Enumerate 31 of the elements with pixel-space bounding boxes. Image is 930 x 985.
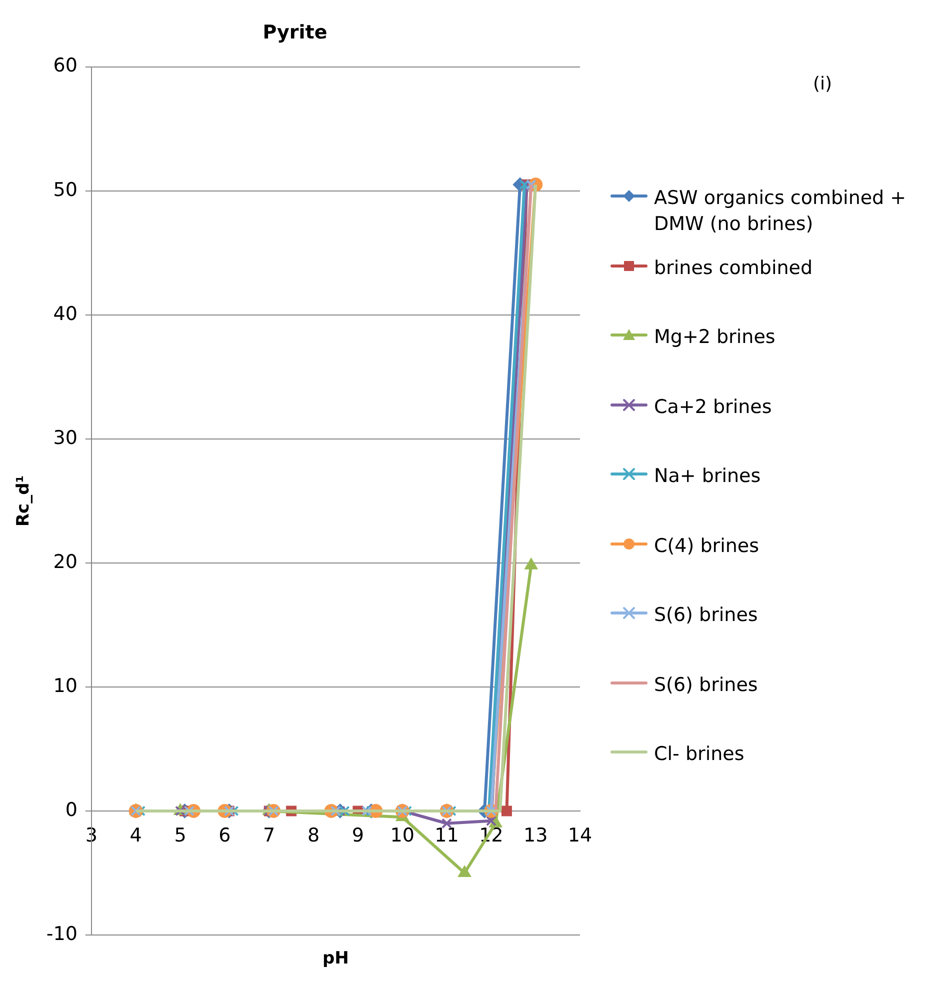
legend-label: Na+ brines [654,464,761,489]
x-tick-label: 11 [434,824,459,846]
x-tick-label: 9 [352,824,364,846]
x-tick-label: 13 [523,824,548,846]
legend-label: Mg+2 brines [654,325,776,350]
x-tick-label: 4 [130,824,142,846]
legend-label: Ca+2 brines [654,394,772,420]
x-tick-label: 14 [568,824,592,846]
y-tick-label: 60 [53,54,78,77]
y-tick-label: 50 [53,178,78,201]
y-tick-label: 30 [53,426,78,449]
y-tick-label: 10 [53,674,78,697]
text: (i) [812,73,832,94]
legend-label: S(6) brines [654,672,758,698]
x-tick-label: 7 [263,824,276,846]
y-tick-label: 20 [53,550,78,573]
legend-label: Cl- brines [654,742,744,767]
legend-label: S(6) brines [654,603,758,628]
x-tick-label: 8 [307,824,320,846]
legend-label: ASW organics combined + DMW (no brines) [654,186,908,237]
y-tick-label: 0 [65,798,78,821]
legend-label: C(4) brines [654,534,760,558]
chart-title: Pyrite [262,21,328,44]
x-tick-label: 10 [390,824,414,846]
x-tick-label: 6 [218,824,231,846]
y-tick-label: 40 [53,302,78,325]
legend-label: brines combined [654,256,813,280]
x-axis-title: pH [322,948,349,968]
y-tick-label: -10 [46,922,78,945]
y-axis-title: Rc_d¹ [14,475,34,527]
x-tick-label: 5 [174,824,186,846]
